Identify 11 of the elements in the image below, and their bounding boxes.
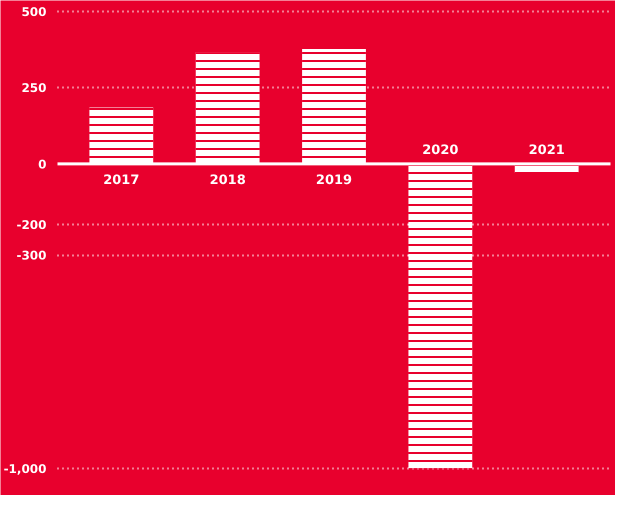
x-tick-label: 2019: [316, 172, 352, 188]
y-tick-label: 250: [21, 81, 47, 96]
x-tick-label: 2021: [528, 142, 565, 158]
x-tick-label: 2018: [210, 172, 246, 188]
y-tick-label: -1,000: [4, 462, 46, 476]
y-tick-label: 500: [21, 5, 47, 20]
x-tick-label: 2017: [103, 172, 140, 188]
y-tick-label: -200: [16, 218, 46, 232]
y-tick-label: -300: [16, 248, 46, 263]
y-tick-label: 0: [38, 157, 47, 172]
x-tick-label: 2020: [422, 142, 458, 158]
